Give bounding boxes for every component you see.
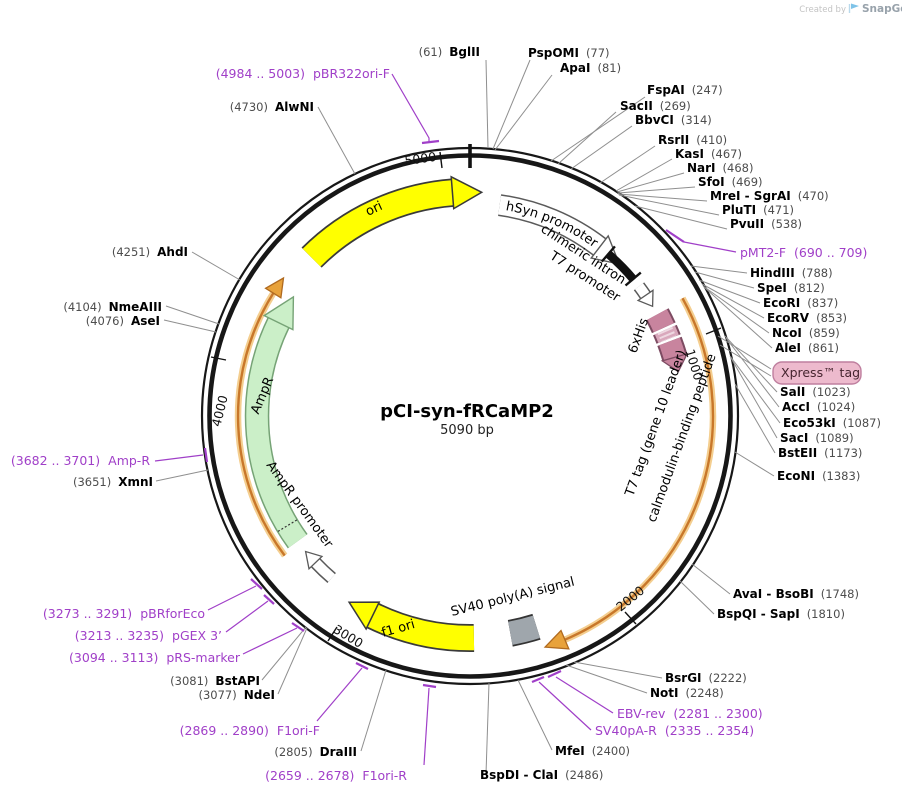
site-label-asei: (4076) AseI	[86, 314, 160, 328]
site-label-bglii: (61) BglII	[419, 45, 480, 59]
site-label-bspdi-clai: BspDI - ClaI (2486)	[480, 768, 603, 782]
site-label-hindiii: HindIII (788)	[750, 266, 833, 280]
primer-label-pgex-3: (3213 .. 3235) pGEX 3’	[75, 628, 222, 643]
chimeric-intron-feature	[600, 245, 642, 287]
primer-label-f1ori-r: (2659 .. 2678) F1ori-R	[265, 768, 407, 783]
his6-label: 6xHis	[626, 316, 653, 355]
site-label-bstapi: (3081) BstAPI	[170, 674, 260, 688]
site-label-ecori: EcoRI (837)	[763, 296, 838, 310]
primer-lines	[154, 73, 737, 766]
site-label-sacii: SacII (269)	[620, 99, 691, 113]
site-label-ndei: (3077) NdeI	[199, 688, 276, 702]
primer-label-pbr322ori-f: (4984 .. 5003) pBR322ori-F	[216, 66, 390, 81]
site-label-mrei-sgrai: MreI - SgrAI (470)	[710, 189, 829, 203]
sv40-polya-feature-block	[507, 613, 541, 647]
site-label-bbvci: BbvCI (314)	[635, 113, 712, 127]
site-labels: (61) BglII PspOMI (77) ApaI (81) FspAI (247)…	[63, 45, 881, 782]
site-label-sali: SalI (1023)	[780, 385, 851, 399]
site-label-mfei: MfeI (2400)	[555, 744, 630, 758]
site-label-alei: AleI (861)	[775, 341, 839, 355]
site-label-pvuii: PvuII (538)	[730, 217, 802, 231]
site-label-pspomi: PspOMI (77)	[528, 46, 610, 60]
snapgene-watermark: Created by SnapGene	[799, 3, 902, 15]
primer-label-pmt2-f: pMT2-F (690 .. 709)	[740, 245, 867, 260]
ori-feature-arrow	[301, 175, 484, 268]
plasmid-name: pCI-syn-fRCaMP2	[380, 401, 554, 422]
created-by-label: Created by	[799, 5, 846, 15]
t7-tag-feature-block	[645, 308, 676, 334]
ori-label: ori	[363, 199, 385, 220]
site-label-saci: SacI (1089)	[780, 431, 854, 445]
primer-label-sv40pa-r: SV40pA-R (2335 .. 2354)	[595, 723, 754, 738]
site-label-bsrgi: BsrGI (2222)	[665, 671, 747, 685]
plasmid-size: 5090 bp	[440, 423, 494, 438]
primer-label-pbrforeco: (3273 .. 3291) pBRforEco	[43, 606, 205, 621]
site-label-alwni: (4730) AlwNI	[230, 100, 314, 114]
site-label-nari: NarI (468)	[687, 161, 753, 175]
site-label-noti: NotI (2248)	[650, 686, 724, 700]
site-label-fspai: FspAI (247)	[647, 83, 723, 97]
primer-label-amp-r: (3682 .. 3701) Amp-R	[11, 453, 150, 468]
plasmid-title-block: pCI-syn-fRCaMP2 5090 bp	[380, 401, 554, 438]
site-label-sfoi: SfoI (469)	[698, 175, 763, 189]
callout-lines	[155, 59, 781, 775]
primer-label-f1ori-f: (2869 .. 2890) F1ori-F	[180, 723, 320, 738]
site-label-ahdi: (4251) AhdI	[112, 245, 188, 259]
site-label-eco53ki: Eco53kI (1087)	[783, 416, 881, 430]
site-label-avai-bsobi: AvaI - BsoBI (1748)	[733, 587, 859, 601]
his6-feature-block	[652, 324, 681, 344]
snapgene-flag-icon	[848, 3, 859, 13]
cbp-feature-arrow	[657, 336, 689, 373]
xpress-tag-label: Xpress™ tag	[781, 365, 860, 380]
primer-labels: pMT2-F (690 .. 709) EBV-rev (2281 .. 2300)…	[11, 66, 868, 783]
site-label-xmni: (3651) XmnI	[73, 475, 153, 489]
site-label-ncoi: NcoI (859)	[772, 326, 840, 340]
site-label-apai: ApaI (81)	[560, 61, 621, 75]
site-label-rsrii: RsrII (410)	[658, 133, 727, 147]
f1-ori-feature-arrow	[347, 601, 475, 653]
primer-label-prs-marker: (3094 .. 3113) pRS-marker	[69, 650, 241, 665]
snapgene-brand-label: SnapGene	[862, 3, 902, 15]
ampr-feature-arrow	[244, 295, 308, 549]
site-label-ecorv: EcoRV (853)	[767, 311, 847, 325]
orf-arc-left	[234, 276, 288, 558]
tick-label-5000: 5000	[404, 149, 438, 168]
site-label-bsteii: BstEII (1173)	[778, 446, 862, 460]
site-label-kasi: KasI (467)	[675, 147, 742, 161]
site-label-bspqi-sapi: BspQI - SapI (1810)	[717, 607, 845, 621]
primer-label-ebv-rev: EBV-rev (2281 .. 2300)	[617, 706, 763, 721]
orf-arc-right	[543, 296, 717, 650]
t7-promoter-feature-arrow	[633, 282, 654, 308]
site-label-nmeaiii: (4104) NmeAIII	[63, 300, 162, 314]
site-label-pluti: PluTI (471)	[722, 203, 794, 217]
ampr-promoter-feature-arrow	[304, 550, 336, 583]
tick-label-4000: 4000	[209, 394, 231, 429]
xpress-tag-label-box: Xpress™ tag	[772, 361, 862, 385]
site-label-acci: AccI (1024)	[782, 400, 855, 414]
site-label-econi: EcoNI (1383)	[777, 469, 860, 483]
position-ticks	[210, 144, 722, 642]
sv40-polya-label: SV40 poly(A) signal	[449, 575, 576, 620]
site-label-draiii: (2805) DraIII	[274, 745, 357, 759]
site-label-spei: SpeI (812)	[757, 281, 825, 295]
